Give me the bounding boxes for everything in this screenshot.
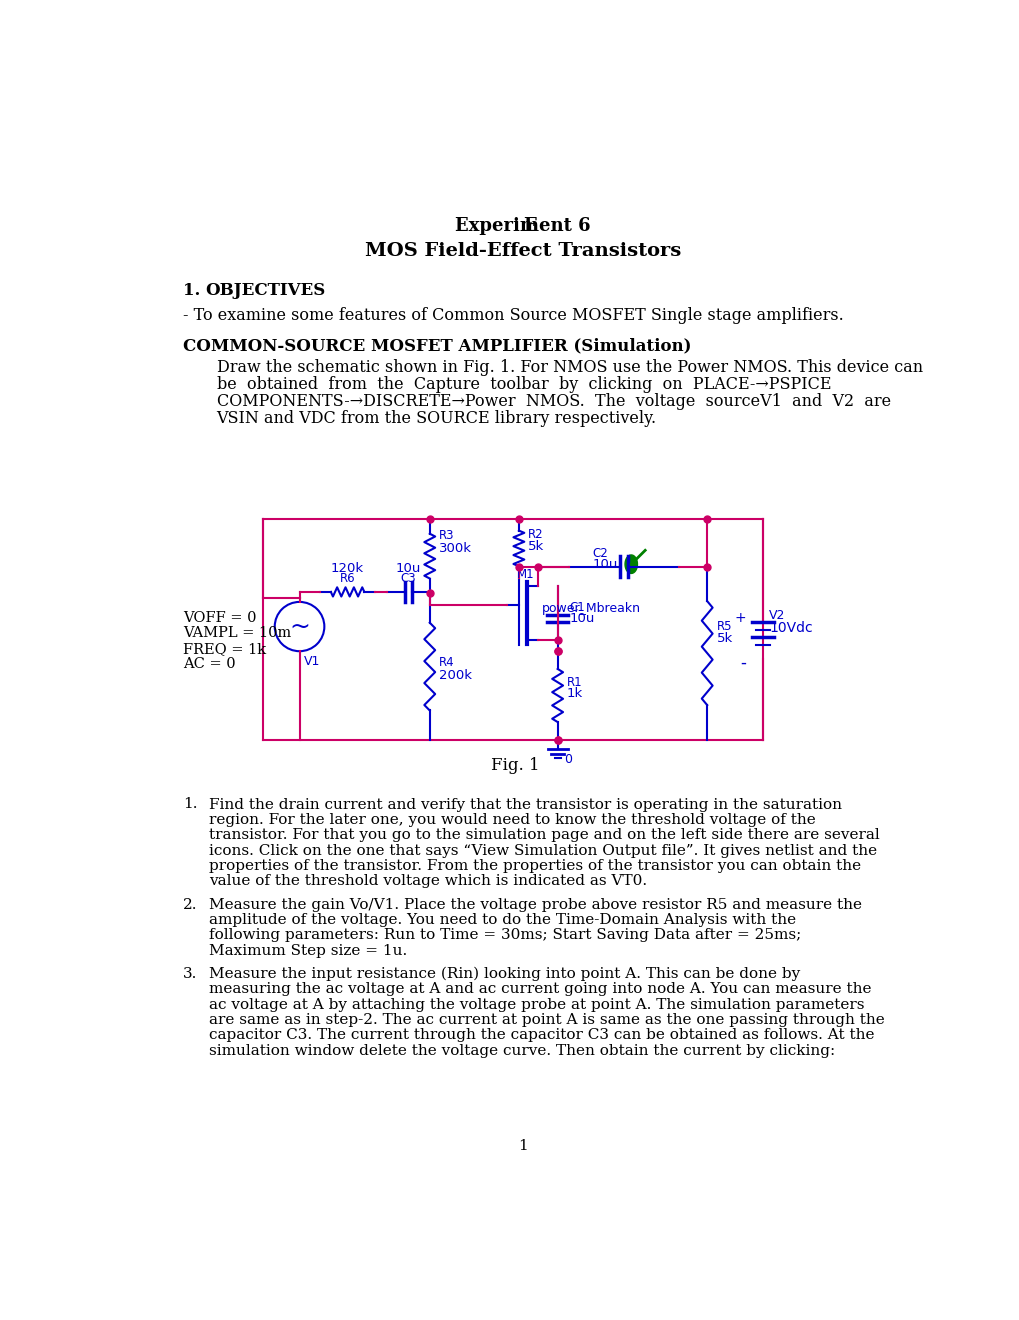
Text: Fig. 1: Fig. 1 bbox=[490, 756, 539, 774]
Text: 1.: 1. bbox=[183, 797, 198, 812]
Text: R5: R5 bbox=[715, 620, 732, 634]
Text: C1: C1 bbox=[569, 601, 585, 614]
Text: V1: V1 bbox=[303, 655, 320, 668]
Text: 5k: 5k bbox=[715, 631, 732, 644]
Text: Measure the gain Vo/V1. Place the voltage probe above resistor R5 and measure th: Measure the gain Vo/V1. Place the voltag… bbox=[209, 898, 861, 912]
Text: FREQ = 1k: FREQ = 1k bbox=[183, 642, 266, 656]
Text: power_Mbreakn: power_Mbreakn bbox=[541, 602, 641, 615]
Text: E: E bbox=[522, 218, 536, 235]
Text: simulation window delete the voltage curve. Then obtain the current by clicking:: simulation window delete the voltage cur… bbox=[209, 1044, 835, 1057]
Text: R4: R4 bbox=[438, 656, 454, 669]
Text: amplitude of the voltage. You need to do the Time-Domain Analysis with the: amplitude of the voltage. You need to do… bbox=[209, 913, 795, 927]
Text: VAMPL = 10m: VAMPL = 10m bbox=[183, 627, 291, 640]
Polygon shape bbox=[625, 554, 637, 573]
Text: AC = 0: AC = 0 bbox=[183, 657, 235, 672]
Text: 3.: 3. bbox=[183, 966, 198, 981]
Text: 1.: 1. bbox=[183, 281, 201, 298]
Text: are same as in step-2. The ac current at point A is same as the one passing thro: are same as in step-2. The ac current at… bbox=[209, 1014, 883, 1027]
Text: R2: R2 bbox=[528, 528, 543, 541]
Text: ~: ~ bbox=[288, 615, 310, 639]
Text: capacitor C3. The current through the capacitor C3 can be obtained as follows. A: capacitor C3. The current through the ca… bbox=[209, 1028, 873, 1043]
Text: region. For the later one, you would need to know the threshold voltage of the: region. For the later one, you would nee… bbox=[209, 813, 815, 826]
Text: 0: 0 bbox=[564, 754, 572, 767]
Text: 1: 1 bbox=[518, 1139, 527, 1154]
Text: VOFF = 0: VOFF = 0 bbox=[183, 611, 257, 626]
Text: 10u: 10u bbox=[569, 612, 594, 626]
Text: C3: C3 bbox=[400, 573, 416, 585]
Text: C2: C2 bbox=[592, 546, 607, 560]
Text: Measure the input resistance (Rin) looking into point A. This can be done by: Measure the input resistance (Rin) looki… bbox=[209, 966, 799, 981]
Text: R3: R3 bbox=[438, 529, 454, 543]
Text: value of the threshold voltage which is indicated as VT0.: value of the threshold voltage which is … bbox=[209, 875, 646, 888]
Text: 120k: 120k bbox=[331, 562, 364, 576]
Text: Find the drain current and verify that the transistor is operating in the satura: Find the drain current and verify that t… bbox=[209, 797, 841, 812]
Text: 200k: 200k bbox=[438, 668, 472, 681]
Text: Maximum Step size = 1u.: Maximum Step size = 1u. bbox=[209, 944, 407, 958]
Text: 1k: 1k bbox=[567, 686, 583, 700]
Text: transistor. For that you go to the simulation page and on the left side there ar: transistor. For that you go to the simul… bbox=[209, 829, 878, 842]
Text: R6: R6 bbox=[339, 573, 355, 585]
Text: - To examine some features of Common Source MOSFET Single stage amplifiers.: - To examine some features of Common Sou… bbox=[183, 308, 844, 323]
Text: following parameters: Run to Time = 30ms; Start Saving Data after = 25ms;: following parameters: Run to Time = 30ms… bbox=[209, 928, 800, 942]
Text: 10u: 10u bbox=[395, 562, 421, 576]
Text: Draw the schematic shown in Fig. 1. For NMOS use the Power NMOS. This device can: Draw the schematic shown in Fig. 1. For … bbox=[216, 359, 922, 376]
Text: VSIN and VDC from the SOURCE library respectively.: VSIN and VDC from the SOURCE library res… bbox=[216, 411, 656, 428]
Text: be  obtained  from  the  Capture  toolbar  by  clicking  on  PLACE-→PSPICE: be obtained from the Capture toolbar by … bbox=[216, 376, 830, 393]
Text: +: + bbox=[734, 611, 745, 626]
Text: V2: V2 bbox=[768, 610, 785, 622]
Text: R1: R1 bbox=[567, 676, 582, 689]
Text: 10u: 10u bbox=[592, 558, 618, 572]
Text: 300k: 300k bbox=[438, 543, 472, 556]
Text: COMPONENTS-→DISCRETE→Power  NMOS.  The  voltage  sourceV1  and  V2  are: COMPONENTS-→DISCRETE→Power NMOS. The vol… bbox=[216, 393, 890, 411]
Text: 10Vdc: 10Vdc bbox=[768, 622, 812, 635]
Text: Experiment 6: Experiment 6 bbox=[454, 218, 590, 235]
Text: 5k: 5k bbox=[528, 540, 544, 553]
Text: 2.: 2. bbox=[183, 898, 198, 912]
Text: COMMON-SOURCE MOSFET AMPLIFIER (Simulation): COMMON-SOURCE MOSFET AMPLIFIER (Simulati… bbox=[183, 338, 691, 355]
Text: measuring the ac voltage at A and ac current going into node A. You can measure : measuring the ac voltage at A and ac cur… bbox=[209, 982, 870, 997]
Text: ac voltage at A by attaching the voltage probe at point A. The simulation parame: ac voltage at A by attaching the voltage… bbox=[209, 998, 863, 1011]
Text: -: - bbox=[740, 653, 745, 672]
Text: icons. Click on the one that says “View Simulation Output file”. It gives netlis: icons. Click on the one that says “View … bbox=[209, 843, 876, 858]
Text: OBJECTIVES: OBJECTIVES bbox=[205, 281, 325, 298]
Text: properties of the transistor. From the properties of the transistor you can obta: properties of the transistor. From the p… bbox=[209, 859, 860, 873]
Text: MOS Field-Effect Transistors: MOS Field-Effect Transistors bbox=[364, 242, 681, 260]
Text: M1: M1 bbox=[517, 568, 534, 581]
